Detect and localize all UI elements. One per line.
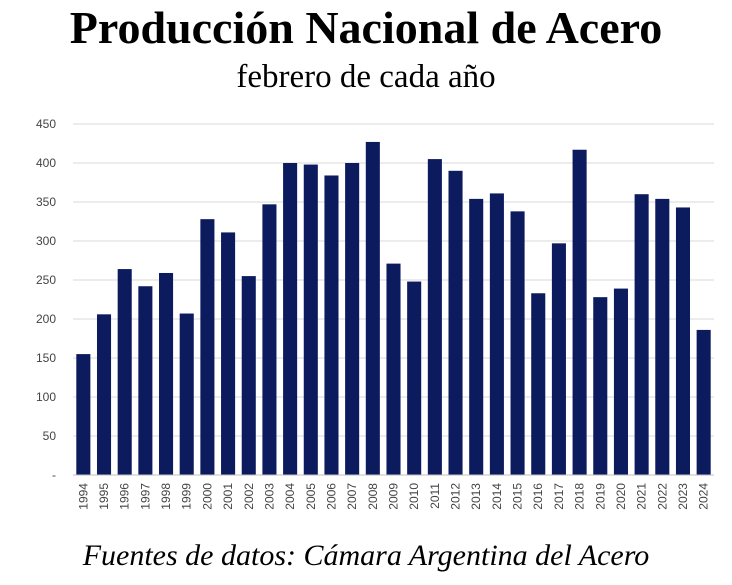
x-tick-label: 2008: [366, 483, 380, 510]
x-tick-label: 2018: [573, 483, 587, 510]
y-axis-ticks: - 50 100 150 200 250 300 350 400 450: [36, 117, 56, 482]
bar-2008: [365, 141, 380, 475]
x-tick-label: 2024: [697, 483, 711, 510]
bar-2010: [407, 281, 422, 475]
bar-2017: [551, 243, 566, 475]
y-tick-label: 450: [36, 117, 56, 131]
x-tick-label: 1997: [138, 483, 152, 510]
y-tick-label: 250: [36, 273, 56, 287]
y-tick-label: 350: [36, 195, 56, 209]
chart-subtitle: febrero de cada año: [236, 59, 496, 95]
x-tick-label: 2002: [242, 483, 256, 510]
x-tick-label: 1994: [76, 483, 90, 510]
x-tick-label: 2012: [449, 483, 463, 510]
bar-1994: [76, 354, 91, 475]
bar-1995: [96, 314, 112, 475]
bar-1999: [179, 313, 194, 475]
x-tick-label: 2021: [635, 483, 649, 510]
y-tick-label: 300: [36, 234, 56, 248]
x-tick-label: 1996: [118, 483, 132, 510]
x-tick-label: 2009: [387, 483, 401, 510]
x-tick-label: 2010: [407, 483, 421, 510]
y-tick-label: 200: [36, 312, 56, 326]
x-tick-label: 1995: [97, 483, 111, 510]
bar-2005: [303, 164, 318, 475]
data-source-note: Fuentes de datos: Cámara Argentina del A…: [82, 539, 650, 572]
bar-2001: [221, 232, 236, 475]
y-tick-label: 100: [36, 390, 56, 404]
x-tick-label: 2003: [262, 483, 276, 510]
bar-2007: [345, 163, 360, 475]
bar-2014: [489, 193, 504, 476]
bar-2024: [696, 329, 711, 475]
x-tick-label: 2006: [324, 483, 338, 510]
chart-title: Producción Nacional de Acero: [69, 2, 663, 53]
y-tick-label: 150: [36, 351, 56, 365]
x-tick-label: 2019: [593, 483, 607, 510]
x-tick-label: 2011: [428, 483, 442, 509]
x-tick-label: 2017: [552, 483, 566, 510]
y-tick-label: 400: [36, 156, 56, 170]
bar-2013: [469, 198, 484, 475]
bar-2004: [283, 163, 298, 475]
bars: [76, 141, 711, 476]
bar-2015: [510, 211, 525, 476]
bar-1997: [138, 286, 153, 475]
bar-2012: [448, 170, 463, 476]
bar-2019: [593, 297, 608, 475]
x-tick-label: 2022: [655, 483, 669, 510]
bar-2003: [262, 204, 277, 475]
x-tick-label: 2020: [614, 483, 628, 510]
bar-2006: [324, 175, 339, 476]
bar-2020: [613, 288, 628, 475]
bar-1998: [159, 272, 174, 475]
x-tick-label: 1999: [180, 483, 194, 510]
x-tick-label: 2023: [676, 483, 690, 510]
bar-2018: [572, 149, 587, 476]
bar-2011: [427, 159, 442, 475]
x-tick-label: 2001: [221, 483, 235, 510]
x-tick-label: 2013: [469, 483, 483, 510]
x-tick-label: 2016: [531, 483, 545, 510]
bar-2021: [634, 194, 649, 475]
x-tick-label: 2000: [200, 483, 214, 510]
y-tick-label: -: [52, 468, 56, 482]
x-tick-label: 1998: [159, 483, 173, 510]
x-tick-label: 2015: [511, 483, 525, 510]
bar-1996: [117, 269, 132, 475]
x-tick-label: 2014: [490, 483, 504, 510]
x-tick-label: 2007: [345, 483, 359, 510]
bar-2002: [241, 276, 256, 475]
bar-2000: [200, 219, 215, 475]
bar-2016: [531, 293, 546, 475]
x-tick-label: 2004: [283, 483, 297, 510]
x-tick-label: 2005: [304, 483, 318, 510]
bar-2009: [386, 263, 401, 475]
x-axis-ticks: 1994 1995 1996 1997 1998 1999 2000 2001 2002 2003…: [76, 483, 710, 510]
y-tick-label: 50: [43, 429, 57, 443]
bar-2022: [655, 198, 670, 475]
bar-2023: [675, 207, 691, 475]
